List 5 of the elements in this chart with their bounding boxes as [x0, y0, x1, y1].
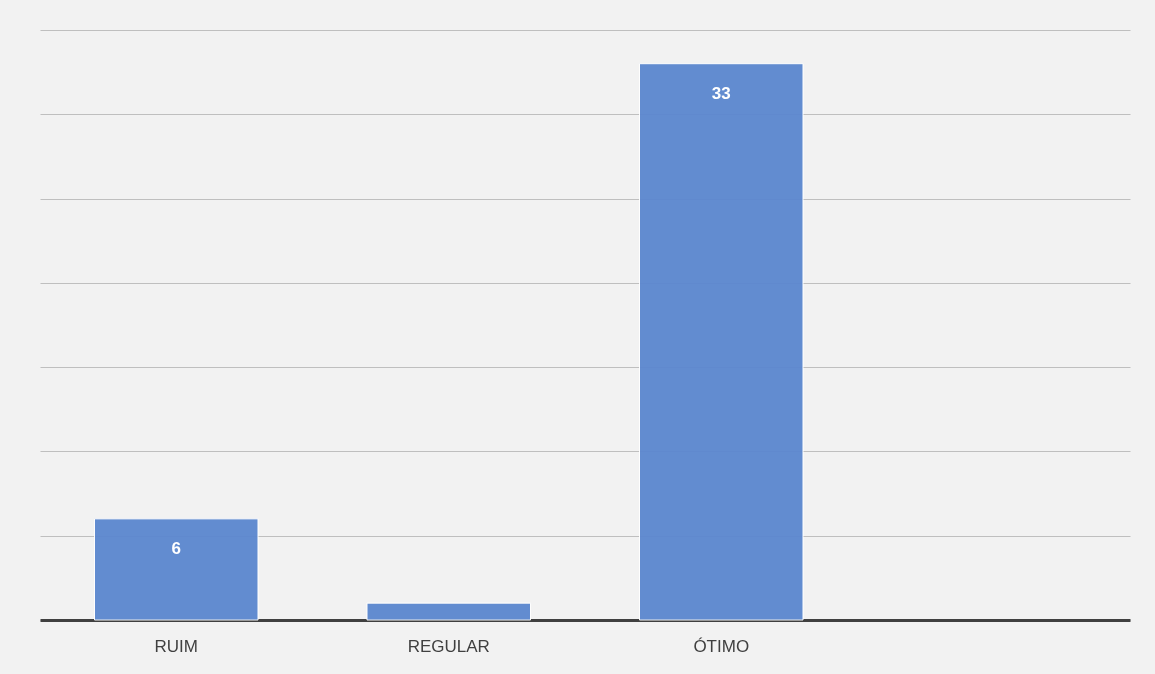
data-label: 6 — [171, 538, 181, 558]
x-tick-label: ÓTIMO — [693, 636, 750, 656]
data-label: 33 — [711, 83, 731, 103]
x-tick-label: REGULAR — [407, 636, 490, 656]
x-tick-label: RUIM — [154, 636, 198, 656]
